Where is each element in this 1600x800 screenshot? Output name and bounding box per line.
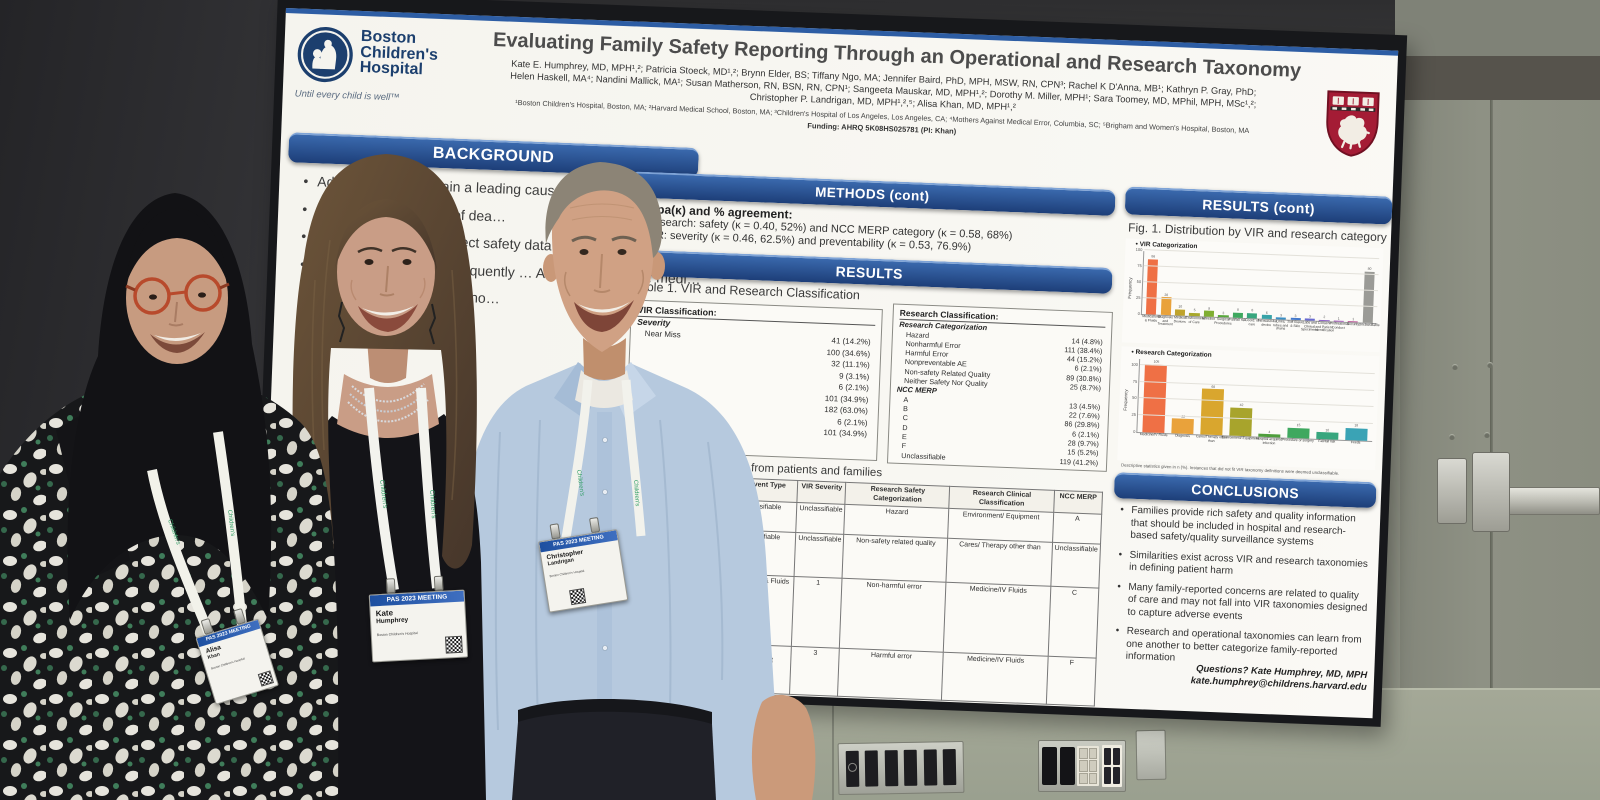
door-screw <box>1484 432 1490 438</box>
kate-eye <box>364 259 374 265</box>
research-poster: Boston Children's Hospital Until every chi… <box>260 8 1399 719</box>
kate-hair-fringe <box>335 199 437 270</box>
badge-clip <box>433 575 444 592</box>
double-doors <box>1400 100 1600 692</box>
door-seam <box>1490 100 1493 692</box>
man-nose <box>593 253 611 293</box>
lanyard-logo-text: Children's <box>575 469 585 496</box>
badge-kate: PAS 2023 MEETING Kate Humphrey Boston Ch… <box>368 575 469 663</box>
badge-event-title: PAS 2023 MEETING <box>369 590 465 607</box>
hospital-logo-icon <box>297 26 353 83</box>
man-eye <box>579 249 589 255</box>
door-screw <box>1449 434 1455 440</box>
man-lanyard-strap <box>561 379 593 539</box>
man-teeth <box>578 302 630 313</box>
harvard-shield-icon <box>1326 90 1380 157</box>
wall-panel-seam <box>832 690 834 800</box>
alisa-glasses-lens <box>133 277 171 315</box>
man-neck <box>583 338 626 380</box>
lanyard-logo-text: Children's <box>378 479 389 509</box>
kate-necklace <box>349 391 427 413</box>
alisa-face <box>126 232 228 364</box>
power-data-plate <box>1038 740 1126 792</box>
man-hair <box>545 162 662 258</box>
badge-christopher: PAS 2023 MEETING Christopher Landrigan B… <box>536 514 629 613</box>
wall-top-right-shadow <box>1395 56 1600 106</box>
power-outlet <box>1041 747 1057 785</box>
kate-chest <box>337 374 439 438</box>
man-lanyard-strap <box>621 379 646 537</box>
boston-childrens-logo: Boston Children's Hospital Until every chi… <box>294 22 478 125</box>
alisa-teeth <box>154 333 201 342</box>
kate-lanyard-strap <box>416 387 442 589</box>
man-eyebrow <box>611 235 637 243</box>
wall-top-right <box>1395 0 1600 56</box>
qr-code <box>444 635 463 654</box>
man-eye <box>617 249 627 255</box>
alisa-smile <box>150 332 205 353</box>
network-ports <box>1102 745 1123 787</box>
lanyard-logo-text: Children's <box>632 480 640 507</box>
kate-eyebrow <box>391 247 417 254</box>
alisa-glasses-bridge <box>168 290 187 296</box>
person-alisa: Children's Children's <box>0 193 339 800</box>
kate-smile <box>358 304 418 332</box>
alisa-eye <box>198 292 206 298</box>
badge-clip <box>385 578 396 594</box>
man-smile <box>574 300 634 332</box>
alisa-nose <box>168 301 184 327</box>
kate-eye <box>402 259 412 265</box>
qr-code <box>257 670 274 687</box>
kate-lanyard-strap <box>364 387 399 591</box>
man-pants <box>512 711 716 800</box>
push-bar-bracket <box>1437 458 1467 524</box>
alisa-eye <box>149 294 157 300</box>
kate-eyebrow <box>357 247 383 254</box>
door-screw <box>1452 364 1458 370</box>
alisa-lanyard-strap <box>213 431 247 627</box>
kate-face <box>337 208 435 336</box>
push-bar-bracket <box>1472 452 1510 532</box>
badge-clip <box>589 516 601 534</box>
door-screw <box>1487 362 1493 368</box>
kate-nose <box>379 265 395 297</box>
kate-earring <box>337 301 346 343</box>
man-eyebrow <box>571 235 597 243</box>
keystone-jacks <box>1077 746 1100 786</box>
badge-clip <box>549 523 561 540</box>
kate-earring <box>428 303 437 345</box>
power-outlet <box>1059 747 1075 785</box>
alisa-hijab-band <box>124 208 230 290</box>
lanyard-logo-text: Children's <box>428 490 437 520</box>
alisa-lanyard-strap <box>147 469 215 638</box>
man-hand <box>751 694 816 800</box>
kate-teeth <box>362 306 414 316</box>
qr-code <box>569 588 587 606</box>
person-man: Children's Children's <box>452 162 816 800</box>
lanyard-logo-text: Children's <box>226 510 235 537</box>
